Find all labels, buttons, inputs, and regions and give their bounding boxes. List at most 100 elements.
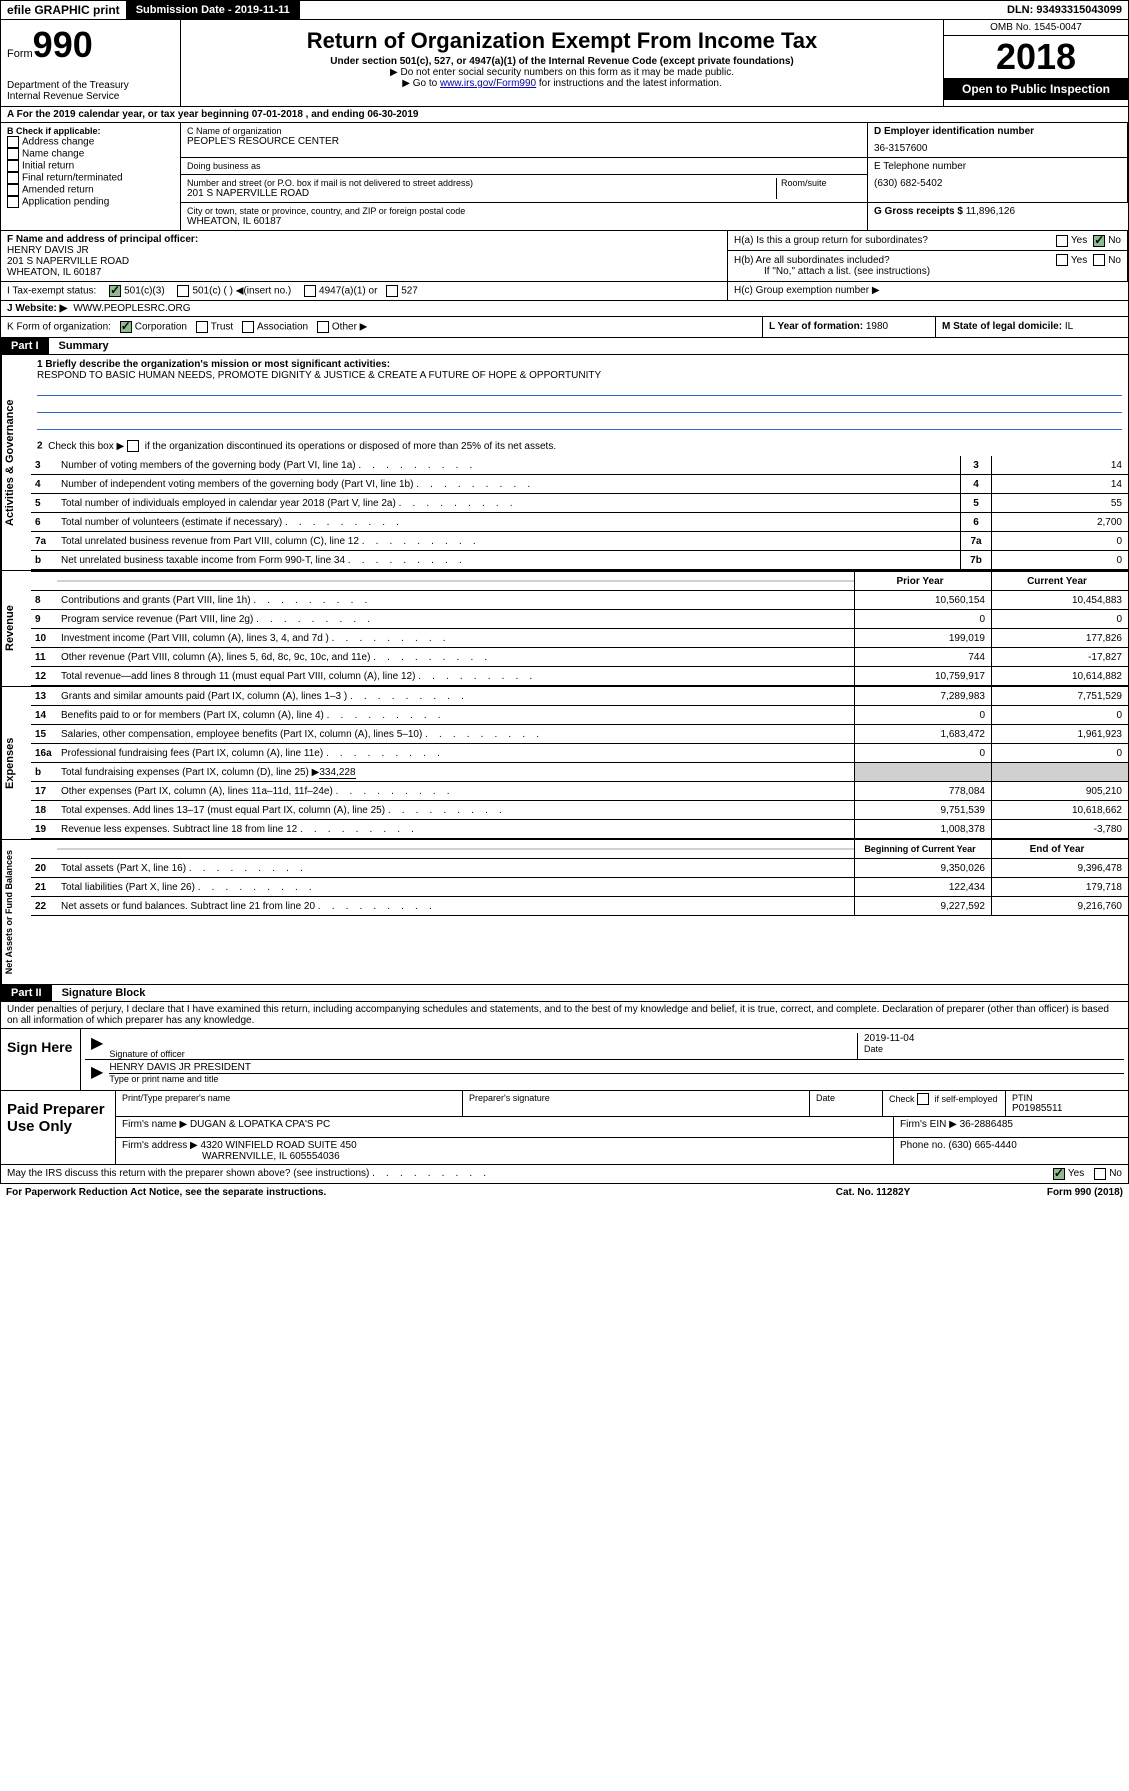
tax-year: 2018 [944,36,1128,78]
c-name-label: C Name of organization [187,126,861,136]
prep-name-label: Print/Type preparer's name [122,1093,456,1103]
top-bar: efile GRAPHIC print Submission Date - 20… [0,0,1129,20]
chk-final[interactable] [7,172,19,184]
prior-year-header: Prior Year [854,572,991,590]
line-num: 15 [31,729,57,740]
room-label: Room/suite [781,178,861,188]
form-number: Form 990 [7,24,174,66]
chk-pending[interactable] [7,196,19,208]
l-label: L Year of formation: [769,321,866,332]
discuss-no-label: No [1109,1168,1122,1180]
current-val: 0 [991,744,1128,762]
line-text: Other expenses (Part IX, column (A), lin… [57,785,854,798]
chk-corp[interactable] [120,321,132,333]
line-text: Total expenses. Add lines 13–17 (must eq… [57,804,854,817]
firm-ein-label: Firm's EIN ▶ [900,1119,957,1130]
chk-501c3[interactable] [109,285,121,297]
chk-initial[interactable] [7,160,19,172]
efile-label[interactable]: efile GRAPHIC print [1,1,126,19]
prior-val: 0 [854,706,991,724]
dba-label: Doing business as [187,161,861,171]
firm-ein: 36-2886485 [960,1119,1013,1130]
goto-pre: ▶ Go to [402,78,440,89]
ha-no[interactable] [1093,235,1105,247]
gray-cell [854,763,991,781]
chk-trust[interactable] [196,321,208,333]
line-text: Total number of individuals employed in … [57,497,960,510]
chk-assoc[interactable] [242,321,254,333]
current-val: 10,618,662 [991,801,1128,819]
line-text: Net assets or fund balances. Subtract li… [57,900,854,913]
current-val: 7,751,529 [991,687,1128,705]
ha-yes-label: Yes [1071,235,1087,246]
discuss-yes-label: Yes [1068,1168,1084,1180]
dots [369,1168,486,1179]
hb-yes[interactable] [1056,254,1068,266]
part2-header: Part II [1,985,52,1001]
discuss-no[interactable] [1094,1168,1106,1180]
street-address: 201 S NAPERVILLE ROAD [187,188,776,199]
arrow-icon: ▶ [85,1033,109,1059]
chk-amended[interactable] [7,184,19,196]
revenue-section: Revenue Prior Year Current Year 8 Contri… [0,571,1129,687]
table-row: 13 Grants and similar amounts paid (Part… [31,687,1128,706]
chk-501c[interactable] [177,285,189,297]
table-row: 9 Program service revenue (Part VIII, li… [31,610,1128,629]
line-idx: 7b [960,551,991,569]
line-text: Revenue less expenses. Subtract line 18 … [57,823,854,836]
line-16b: Total fundraising expenses (Part IX, col… [57,766,854,779]
table-row: 22 Net assets or fund balances. Subtract… [31,897,1128,916]
line-num: 20 [31,863,57,874]
chk-527[interactable] [386,285,398,297]
corp-label: Corporation [135,322,187,333]
opt-pending: Application pending [22,197,109,208]
line-num: 21 [31,882,57,893]
footer: For Paperwork Reduction Act Notice, see … [0,1184,1129,1201]
irs-link[interactable]: www.irs.gov/Form990 [440,78,536,89]
form-subtitle: Under section 501(c), 527, or 4947(a)(1)… [187,56,937,67]
discuss-yes[interactable] [1053,1168,1065,1180]
opt-amended: Amended return [22,185,94,196]
line-num: 12 [31,671,57,682]
line16b-pre: Total fundraising expenses (Part IX, col… [61,767,319,778]
hb-no[interactable] [1093,254,1105,266]
line-num: 10 [31,633,57,644]
ha-no-label: No [1108,235,1121,246]
opt-initial: Initial return [22,161,74,172]
blank-text [57,580,854,582]
chk-other[interactable] [317,321,329,333]
org-name: PEOPLE'S RESOURCE CENTER [187,136,861,147]
prior-val: 10,759,917 [854,667,991,685]
k-l-m-row: K Form of organization: Corporation Trus… [0,317,1129,338]
tax-year-begin: 07-01-2018 [252,109,303,120]
chk-address-change[interactable] [7,136,19,148]
sign-here-label: Sign Here [1,1029,81,1090]
line-text: Number of voting members of the governin… [57,459,960,472]
chk-self-employed[interactable] [917,1093,929,1105]
chk-4947[interactable] [304,285,316,297]
line-text: Total liabilities (Part X, line 26) [57,881,854,894]
current-val: 9,396,478 [991,859,1128,877]
table-row: 17 Other expenses (Part IX, column (A), … [31,782,1128,801]
officer-addr1: 201 S NAPERVILLE ROAD [7,256,721,267]
current-val: 0 [991,610,1128,628]
prep-date-label: Date [816,1093,876,1103]
submission-date-button[interactable]: Submission Date - 2019-11-11 [126,1,300,19]
line-text: Other revenue (Part VIII, column (A), li… [57,651,854,664]
line-text: Program service revenue (Part VIII, line… [57,613,854,626]
ha-yes[interactable] [1056,235,1068,247]
current-year-header: Current Year [991,572,1128,590]
current-val: -17,827 [991,648,1128,666]
q2-num: 2 [37,441,43,452]
form-header: Form 990 Department of the Treasury Inte… [0,20,1129,107]
chk-name-change[interactable] [7,148,19,160]
bullet-1: ▶ Do not enter social security numbers o… [187,67,937,78]
table-row: 11 Other revenue (Part VIII, column (A),… [31,648,1128,667]
line-val: 0 [991,532,1128,550]
website-url: WWW.PEOPLESRC.ORG [73,303,190,314]
line-num: 11 [31,652,57,663]
chk-discontinued[interactable] [127,440,139,452]
line-num: 3 [31,460,57,471]
hc-label: H(c) Group exemption number ▶ [734,285,880,296]
line-idx: 5 [960,494,991,512]
